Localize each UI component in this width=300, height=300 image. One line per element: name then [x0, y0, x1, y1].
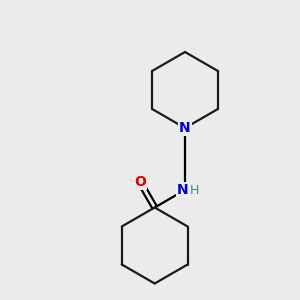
Text: O: O: [134, 175, 146, 188]
Text: N: N: [177, 183, 189, 197]
Text: N: N: [179, 121, 191, 135]
Text: H: H: [189, 184, 199, 196]
